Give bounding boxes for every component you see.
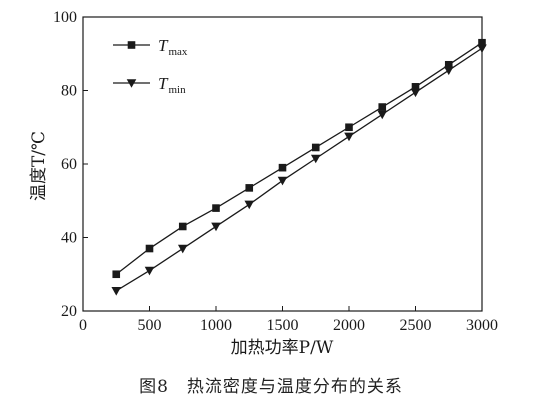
y-tick-label: 40 bbox=[61, 230, 77, 247]
y-tick-label: 20 bbox=[61, 303, 77, 320]
data-point-t-min bbox=[477, 44, 487, 54]
data-point-t-min bbox=[177, 244, 188, 254]
data-point-t-max bbox=[478, 38, 486, 47]
tick-marks: 0 500 1000 1500 2000 2500 3000 20 40 60 80 100 bbox=[53, 9, 498, 334]
data-point-t-max bbox=[278, 163, 287, 172]
data-point-t-min bbox=[144, 266, 155, 276]
y-tick-label: 80 bbox=[61, 83, 77, 100]
data-point-t-min bbox=[211, 222, 221, 232]
y-axis-label: 温度T/℃ bbox=[29, 131, 49, 201]
legend: Tmax Tmin bbox=[113, 36, 188, 96]
legend-label-t-max: Tmax bbox=[158, 36, 188, 58]
series-line-t-min bbox=[115, 47, 483, 292]
data-point-t-max bbox=[112, 270, 121, 279]
x-tick-label: 2500 bbox=[400, 317, 432, 334]
data-point-t-max bbox=[411, 83, 420, 91]
series-layer bbox=[111, 38, 487, 296]
data-point-t-max bbox=[245, 184, 254, 192]
data-point-t-min bbox=[377, 110, 388, 120]
legend-marker-t-min bbox=[126, 79, 137, 88]
x-tick-label: 0 bbox=[79, 317, 87, 334]
data-point-t-min bbox=[443, 66, 454, 76]
x-tick-label: 500 bbox=[138, 317, 162, 334]
data-point-t-min bbox=[344, 132, 354, 142]
series-t-min bbox=[111, 44, 487, 296]
x-tick-label: 2000 bbox=[333, 317, 365, 334]
data-point-t-max bbox=[145, 244, 154, 253]
data-point-t-max bbox=[212, 204, 220, 212]
x-tick-label: 3000 bbox=[466, 317, 498, 334]
data-point-t-min bbox=[310, 154, 321, 164]
data-point-t-min bbox=[244, 200, 255, 210]
data-point-t-min bbox=[111, 286, 122, 296]
line-chart: 0 500 1000 1500 2000 2500 3000 20 40 60 80 100 Tmax… bbox=[29, 9, 498, 358]
data-point-t-max bbox=[378, 103, 387, 111]
data-point-t-max bbox=[444, 60, 453, 69]
series-line-t-max bbox=[115, 42, 483, 275]
data-point-t-max bbox=[311, 143, 320, 152]
legend-marker-t-max bbox=[127, 41, 136, 49]
y-tick-label: 100 bbox=[53, 9, 77, 26]
y-tick-label: 60 bbox=[61, 156, 77, 173]
data-point-t-min bbox=[277, 176, 288, 186]
data-point-t-max bbox=[345, 123, 353, 132]
series-t-max bbox=[112, 38, 486, 279]
data-point-t-max bbox=[178, 222, 187, 231]
legend-label-t-min: Tmin bbox=[158, 74, 186, 96]
figure-caption: 图8 热流密度与温度分布的关系 bbox=[139, 377, 403, 397]
x-tick-label: 1500 bbox=[267, 317, 299, 334]
data-point-t-min bbox=[410, 88, 421, 98]
x-tick-label: 1000 bbox=[200, 317, 232, 334]
x-axis-label: 加热功率P/W bbox=[231, 338, 334, 358]
